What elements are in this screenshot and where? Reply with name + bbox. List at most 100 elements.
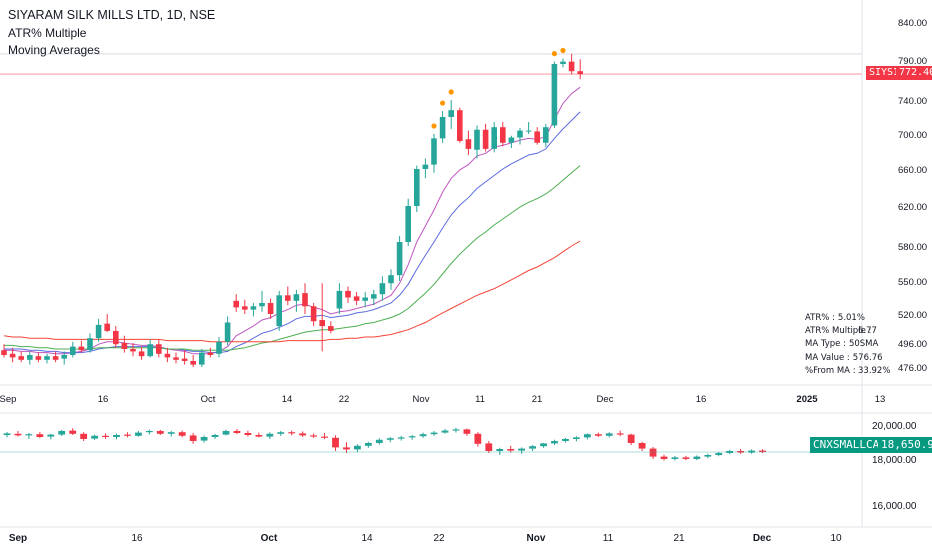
candle-body [1,350,7,355]
candle-body [250,306,257,310]
candle-body [551,64,558,126]
stat-value: 50SMA [848,339,879,350]
index-candle-body [3,433,11,435]
candle-body [173,357,179,360]
index-candle-body [474,433,482,444]
candle-body [577,71,583,75]
price-tick-label: 840.00 [898,18,927,29]
index-candle-body [649,448,657,457]
time-tick-label: 22 [339,394,350,405]
main-price-axis[interactable]: 840.00 790.00 740.00 700.00 660.00 620.00 580.… [898,18,927,374]
atr-signal-dot [448,89,454,95]
chart-separators [0,0,932,528]
stat-label: ATR% Multiple : [805,326,872,337]
stat-label: %From MA : [805,365,856,376]
candle-body [328,326,334,331]
moving-average-line-ma50 [3,240,581,343]
candle-body [181,358,188,361]
index-candle-body [266,433,274,437]
candle-body [431,138,437,165]
index-time-tick-label: Oct [261,533,278,544]
candle-body [405,206,411,242]
index-candle-body [288,432,296,434]
index-candle-body [682,457,690,459]
bottom-time-axis[interactable]: Sep 16 Oct 14 22 Nov 11 21 Dec 10 [9,533,842,544]
chart-title[interactable]: SIYARAM SILK MILLS LTD, 1D, NSE [8,8,216,22]
candle-body [414,169,420,206]
index-candle-body [529,446,536,449]
index-candle-body [321,436,328,438]
last-price-tag[interactable]: 772.40 [896,66,932,80]
smallcap-price-tag[interactable]: 18,650.95 [878,437,932,453]
price-tick-label: 740.00 [898,96,927,107]
indicator-atr-label[interactable]: ATR% Multiple [8,26,87,40]
candle-body [345,290,351,298]
index-candle-body [452,429,460,431]
smallcap-candles[interactable] [0,427,862,461]
candle-body [276,295,282,327]
candle-body [371,294,377,299]
candle-body [525,130,532,132]
stat-value: 5.01% [837,313,865,323]
time-tick-label: Oct [201,394,216,405]
stat-label: MA Type : [805,339,846,350]
candle-body [78,346,85,351]
index-candle-body [441,430,449,433]
index-candle-body [759,450,766,452]
candle-body [508,137,515,143]
index-candle-body [211,435,219,437]
candle-body [396,242,403,276]
time-tick-label: Nov [413,394,430,405]
index-candle-body [616,433,624,435]
time-tick-label: 21 [532,394,543,405]
candle-body [216,341,222,354]
candle-body [18,356,24,360]
candle-body [388,275,394,284]
atr-signal-dot [440,100,446,106]
candle-body [52,356,59,360]
indicator-ma-label[interactable]: Moving Averages [8,43,100,57]
candle-body [302,293,308,307]
time-tick-label: 13 [875,394,886,405]
candle-body [448,110,454,117]
candle-body [44,356,50,360]
index-candle-body [135,432,142,436]
candle-body [61,355,67,359]
index-candle-body [660,456,668,459]
candle-body [379,283,386,295]
index-candle-body [80,433,88,439]
candle-body [147,344,153,357]
price-tick-label: 520.00 [898,310,927,321]
stat-row-atr: ATR% :5.01% [805,312,865,325]
price-tick-label: 550.00 [898,277,927,288]
stat-value: 6.77 [858,326,877,337]
index-time-tick-label: 16 [131,533,143,544]
candle-body [138,351,145,357]
price-tick-label: 700.00 [898,130,927,141]
smallcap-symbol-tag[interactable]: CNXSMALLCAP [810,437,889,453]
candle-body [543,127,549,143]
candle-body [130,349,136,352]
index-candle-body [364,443,372,446]
index-candle-body [375,439,383,443]
index-price-tick-label: 18,000.00 [872,455,917,466]
index-candle-body [299,433,307,436]
atr-signal-dots [431,47,566,129]
main-time-axis[interactable]: Sep 16 Oct 14 22 Nov 11 21 Dec 16 2025 13 [0,394,885,405]
candle-body [491,127,497,149]
candle-body [310,306,317,322]
candle-body [242,306,248,310]
moving-averages [3,86,581,355]
index-candle-body [583,434,591,438]
candle-body [121,343,128,349]
candle-body [9,353,16,358]
candle-body [70,346,76,355]
main-candles[interactable] [1,53,583,367]
index-candle-body [310,435,317,437]
index-candle-body [47,434,55,437]
candle-body [534,131,540,143]
smallcap-price-axis[interactable]: 20,000.00 18,000.00 16,000.00 [872,421,917,512]
candle-body [27,355,33,360]
index-candle-body [430,432,438,435]
